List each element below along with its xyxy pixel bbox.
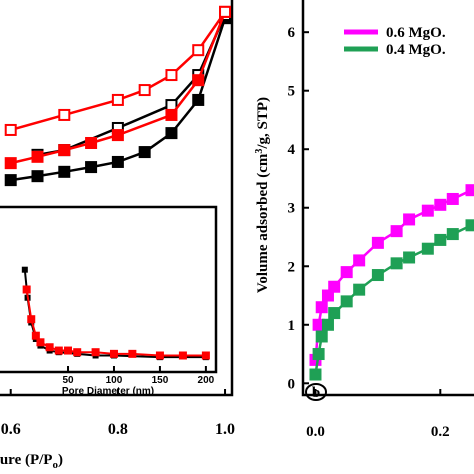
marker — [312, 348, 325, 361]
marker — [45, 343, 54, 352]
marker — [328, 280, 341, 293]
marker — [340, 266, 353, 279]
marker — [465, 219, 474, 232]
x-tick-label: 200 — [198, 375, 215, 386]
marker — [54, 346, 63, 355]
marker — [4, 174, 17, 187]
inset-frame — [0, 205, 218, 374]
legend-label: 0.4 MgO. — [386, 42, 446, 58]
marker — [111, 129, 124, 142]
marker — [4, 157, 17, 170]
marker — [22, 285, 31, 294]
marker — [91, 348, 100, 357]
marker — [403, 251, 416, 264]
marker — [36, 338, 45, 347]
x-tick-label: 0.8 — [108, 421, 128, 438]
marker — [421, 242, 434, 255]
marker — [58, 165, 71, 178]
y-tick-label: 2 — [288, 259, 296, 275]
marker — [85, 161, 98, 174]
y-axis-label: Volume adsorbed (cm3/g, STP) — [254, 97, 271, 293]
left-frame — [0, 0, 234, 397]
marker — [27, 315, 36, 324]
marker — [31, 331, 40, 340]
marker — [446, 228, 459, 241]
x-tick-label: 0.6 — [1, 421, 21, 438]
marker — [111, 155, 124, 168]
x-tick-label: 50 — [62, 375, 74, 386]
marker — [192, 44, 205, 57]
marker — [403, 213, 416, 226]
marker — [85, 136, 98, 149]
y-tick-label: 1 — [288, 318, 296, 334]
series-line — [314, 224, 473, 375]
x-tick-label: 150 — [152, 375, 169, 386]
marker — [321, 318, 334, 331]
marker — [165, 69, 178, 82]
marker — [138, 84, 151, 97]
marker — [446, 192, 459, 205]
marker — [4, 123, 17, 136]
x-tick-label: 0.2 — [431, 424, 450, 440]
y-tick-label: 6 — [288, 25, 296, 41]
series-line — [314, 189, 473, 360]
marker — [165, 108, 178, 121]
marker — [138, 146, 151, 159]
marker — [128, 349, 137, 358]
legend-label: 0.6 MgO. — [386, 25, 446, 41]
marker — [219, 5, 232, 18]
annotation-circle — [305, 383, 327, 401]
marker — [201, 351, 210, 360]
marker — [155, 351, 164, 360]
x-tick-label: 100 — [106, 375, 123, 386]
inset-x-label: Pore Diameter (nm) — [62, 386, 154, 397]
y-tick-label: 4 — [288, 142, 296, 158]
marker — [31, 150, 44, 163]
y-tick-label: 0 — [288, 376, 296, 392]
marker — [340, 295, 353, 308]
marker — [309, 368, 322, 381]
marker — [58, 144, 71, 157]
x-tick-label: 0.0 — [306, 424, 325, 440]
marker — [321, 289, 334, 302]
marker — [73, 348, 82, 357]
marker — [64, 346, 73, 355]
marker — [353, 254, 366, 267]
marker — [465, 184, 474, 197]
marker — [58, 108, 71, 121]
y-tick-label: 5 — [288, 84, 296, 100]
marker — [371, 236, 384, 249]
marker — [315, 330, 328, 343]
marker — [31, 170, 44, 183]
marker — [109, 349, 118, 358]
marker — [390, 257, 403, 270]
marker — [315, 301, 328, 314]
right-frame — [301, 0, 474, 397]
marker — [192, 93, 205, 106]
marker — [434, 198, 447, 211]
marker — [178, 351, 187, 360]
marker — [165, 127, 178, 140]
marker — [421, 204, 434, 217]
marker — [353, 283, 366, 296]
marker — [390, 225, 403, 238]
x-tick-label: 1.0 — [215, 421, 235, 438]
marker — [111, 93, 124, 106]
marker — [21, 266, 28, 273]
x-axis-label: sure (P/Po) — [0, 452, 63, 471]
marker — [192, 74, 205, 87]
y-tick-label: 3 — [288, 201, 296, 217]
marker — [371, 269, 384, 282]
marker — [328, 307, 341, 320]
marker — [434, 233, 447, 246]
